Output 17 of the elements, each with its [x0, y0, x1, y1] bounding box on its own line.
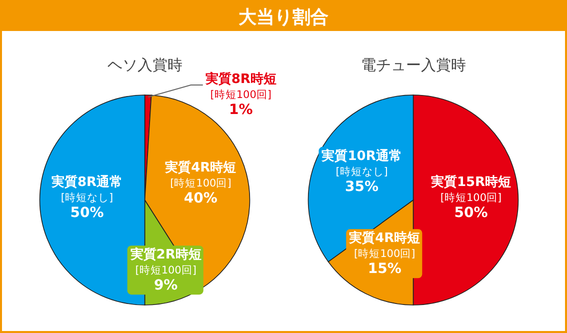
data-label: 1%	[228, 102, 253, 118]
data-label: 50%	[70, 205, 104, 221]
slice-label: 実質15R時短 [時短100回]	[430, 174, 512, 204]
slice-label: 実質8R時短 [時短100回]	[204, 71, 276, 102]
chart-title: 電チュー入賞時	[360, 56, 466, 74]
slice-label: 実質4R時短 [時短100回]	[348, 230, 420, 260]
slice-label: 実質10R通常 [時短なし]	[320, 148, 402, 178]
chart-title: ヘソ入賞時	[107, 56, 182, 74]
text: 大当り割合	[238, 7, 328, 28]
data-label: 15%	[368, 261, 402, 278]
slice-label: 実質4R時短 [時短100回]	[164, 160, 236, 190]
slice-label: 実質2R時短 [時短100回]	[129, 246, 202, 277]
data-label: 9%	[154, 278, 178, 294]
data-label: 35%	[345, 178, 379, 195]
slice-label: 実質8R通常 [時短なし]	[50, 174, 123, 204]
data-label: 50%	[454, 205, 488, 221]
data-label: 40%	[184, 190, 218, 207]
